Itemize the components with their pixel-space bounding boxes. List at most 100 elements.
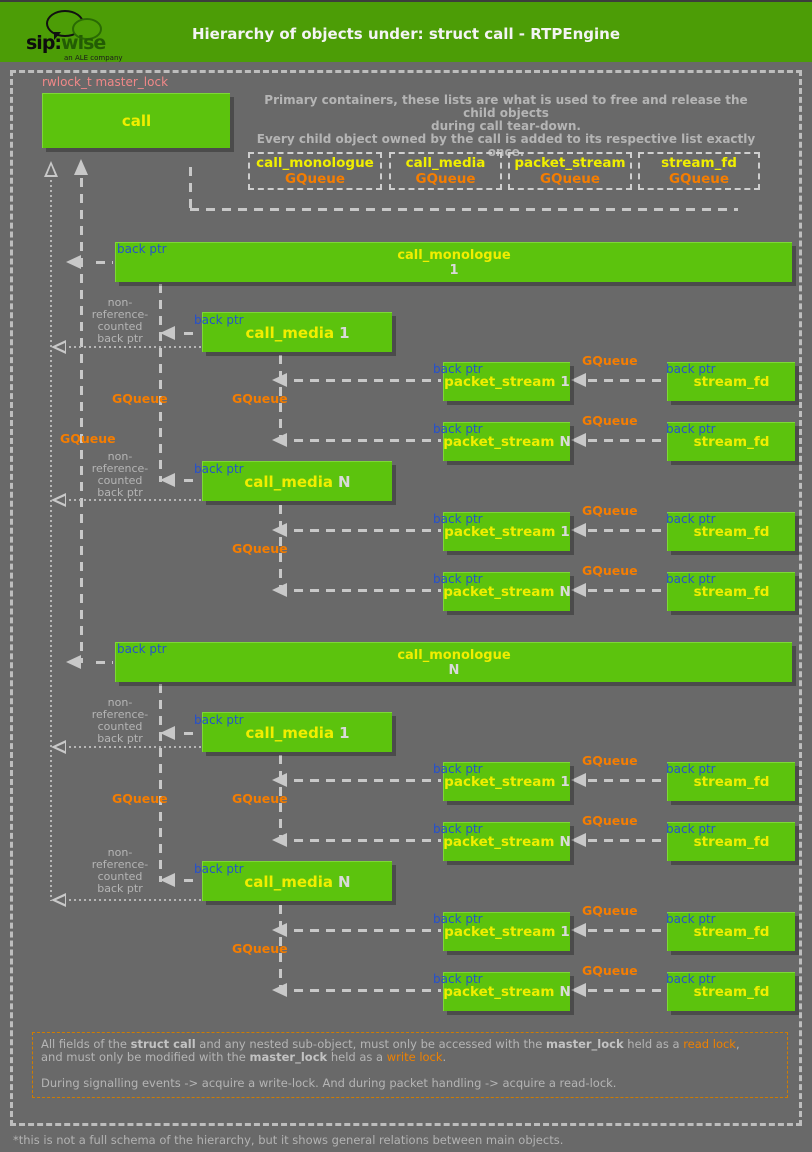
node-packet_stream-N: packet_stream N	[443, 422, 571, 461]
backptr-label: back ptr	[433, 512, 483, 526]
container-title: stream_fd	[661, 155, 737, 171]
note-text: ,	[735, 1037, 740, 1051]
node-label: packet_stream 1	[444, 774, 570, 790]
dashed-line	[80, 178, 83, 663]
dashed-line	[294, 379, 441, 382]
node-index: 1	[339, 323, 350, 342]
node-label: packet_stream N	[443, 584, 571, 600]
dashed-line	[588, 929, 665, 932]
outer-dashed-border	[10, 70, 802, 1126]
backptr-label: back ptr	[666, 822, 716, 836]
dashed-line	[279, 905, 282, 992]
arrow-left-icon	[272, 373, 287, 387]
node-label: packet_stream 1	[444, 924, 570, 940]
backptr-label: back ptr	[433, 972, 483, 986]
backptr-label: back ptr	[194, 313, 244, 327]
backptr-label: back ptr	[194, 862, 244, 876]
gqueue-label: GQueue	[112, 391, 168, 406]
node-stream_fd: stream_fd	[667, 762, 795, 801]
container-box-stream_fd: stream_fd GQueue	[638, 152, 760, 190]
note-text: master_lock	[546, 1037, 624, 1051]
node-label: stream_fd	[693, 374, 770, 390]
dashed-line	[588, 589, 665, 592]
note-text: struct call	[130, 1037, 196, 1051]
nonref-backptr-label: non- reference- counted back ptr	[91, 450, 149, 499]
node-index: 1	[339, 723, 350, 742]
container-box-packet_stream: packet_stream GQueue	[508, 152, 632, 190]
backptr-label: back ptr	[666, 762, 716, 776]
gqueue-label: GQueue	[582, 813, 638, 828]
arrow-left-icon	[51, 740, 66, 754]
lock-term: read lock	[683, 1037, 736, 1051]
node-index: N	[559, 434, 571, 450]
sipwise-logo: sip:wise an ALE company	[24, 8, 174, 62]
node-packet_stream-1: packet_stream 1	[443, 762, 570, 801]
node-label: call_monologue	[397, 247, 511, 263]
node-packet_stream-1: packet_stream 1	[443, 912, 570, 951]
container-box-call_monologue: call_monologue GQueue	[248, 152, 382, 190]
diagram-canvas: Primary containers, these lists are what…	[0, 62, 812, 1152]
node-index: N	[448, 662, 460, 678]
backptr-label: back ptr	[194, 713, 244, 727]
node-label: packet_stream N	[443, 434, 571, 450]
arrow-hollow-inner	[47, 165, 55, 175]
gqueue-label: GQueue	[60, 431, 116, 446]
node-stream_fd: stream_fd	[667, 362, 795, 401]
arrow-left-icon	[272, 833, 287, 847]
note-text: and any nested sub-object, must only be …	[195, 1037, 546, 1051]
dotted-line	[50, 180, 52, 901]
dashed-line	[189, 167, 192, 209]
dashed-line	[588, 779, 665, 782]
arrow-left-icon	[571, 433, 586, 447]
backptr-label: back ptr	[194, 462, 244, 476]
container-title: packet_stream	[514, 155, 626, 171]
arrow-hollow-inner	[56, 743, 65, 751]
node-call_media-1: call_media 1	[202, 312, 392, 352]
dashed-line	[294, 529, 441, 532]
node-label: stream_fd	[693, 584, 770, 600]
node-index: N	[559, 834, 571, 850]
dotted-line	[64, 746, 201, 748]
container-gqueue-label: GQueue	[539, 171, 601, 187]
logo-text: sip:wise	[26, 32, 106, 54]
note-line: During signalling events -> acquire a wr…	[41, 1077, 779, 1090]
backptr-label: back ptr	[117, 242, 167, 256]
dashed-line	[96, 661, 113, 664]
arrow-left-icon	[571, 583, 586, 597]
arrow-left-icon	[160, 473, 175, 487]
container-box-call_media: call_media GQueue	[389, 152, 502, 190]
note-box: All fields of the struct call and any ne…	[32, 1032, 788, 1098]
backptr-label: back ptr	[433, 422, 483, 436]
backptr-label: back ptr	[433, 912, 483, 926]
arrow-left-icon	[571, 833, 586, 847]
dashed-line	[279, 505, 282, 592]
node-index: 1	[560, 524, 570, 540]
node-call_monologue-N: call_monologue N	[115, 642, 792, 682]
container-gqueue-label: GQueue	[415, 171, 476, 187]
node-label: packet_stream 1	[444, 374, 570, 390]
dashed-line	[294, 779, 441, 782]
arrow-left-icon	[51, 893, 66, 907]
gqueue-label: GQueue	[112, 791, 168, 806]
node-index: N	[338, 472, 351, 491]
arrow-left-icon	[272, 523, 287, 537]
node-stream_fd: stream_fd	[667, 822, 795, 861]
node-label: packet_stream N	[443, 984, 571, 1000]
arrow-left-icon	[272, 433, 287, 447]
node-label: call_media 1	[245, 723, 350, 742]
dashed-line	[588, 439, 665, 442]
node-index: 1	[560, 774, 570, 790]
note-line: All fields of the struct call and any ne…	[41, 1038, 779, 1051]
dashed-line	[588, 839, 665, 842]
dotted-line	[64, 499, 201, 501]
arrow-left-icon	[66, 655, 81, 669]
node-stream_fd: stream_fd	[667, 912, 795, 951]
arrow-left-icon	[272, 583, 287, 597]
description-line: Every child object owned by the call is …	[256, 132, 756, 159]
description-line: Primary containers, these lists are what…	[264, 93, 748, 120]
masterlock-label: rwlock_t master_lock	[42, 75, 169, 89]
arrow-left-icon	[51, 493, 66, 507]
gqueue-label: GQueue	[232, 941, 288, 956]
node-packet_stream-1: packet_stream 1	[443, 362, 570, 401]
dashed-line	[184, 332, 200, 335]
